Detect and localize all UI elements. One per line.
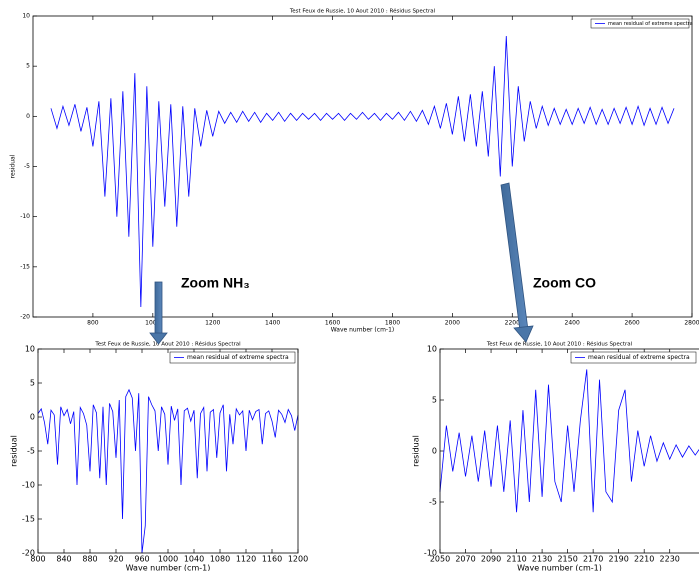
legend-label: mean residual of extreme spectra <box>588 354 690 361</box>
x-tick-label: 2130 <box>532 555 552 564</box>
x-tick-label: 840 <box>56 555 71 564</box>
plot-frame <box>37 348 299 554</box>
x-tick-label: 2200 <box>505 320 520 327</box>
y-tick-label: -10 <box>20 213 30 220</box>
x-tick-label: 1600 <box>325 320 340 327</box>
x-tick-label: 1160 <box>262 555 282 564</box>
x-tick-label: 1200 <box>205 320 220 327</box>
annotation: Zoom CO <box>533 275 596 291</box>
y-tick-label: -10 <box>424 549 437 558</box>
annotation: Zoom NH₃ <box>181 275 250 291</box>
x-tick-label: 1120 <box>236 555 256 564</box>
x-tick-label: 1000 <box>145 320 160 327</box>
arrow-head <box>149 332 168 345</box>
x-tick-label: 2400 <box>565 320 580 327</box>
x-tick-label: 2210 <box>634 555 654 564</box>
legend-box <box>590 18 690 29</box>
data-line <box>37 388 299 554</box>
y-tick-label: -15 <box>20 263 30 270</box>
y-tick-label: 10 <box>22 13 30 20</box>
y-tick-label: 0 <box>432 447 437 456</box>
chart-title: Test Feux de Russie, 10 Aout 2010 : Rési… <box>486 341 633 348</box>
y-tick-label: 0 <box>26 113 30 120</box>
y-tick-label: 0 <box>30 413 35 422</box>
x-tick-label: 2070 <box>455 555 475 564</box>
chart-title: Test Feux de Russie, 10 Aout 2010 : Rési… <box>94 341 241 348</box>
x-axis-label: Wave number (cm-1) <box>517 564 602 571</box>
x-axis-label: Wave number (cm-1) <box>126 564 211 571</box>
y-tick-label: 10 <box>25 345 35 354</box>
plot-frame <box>439 348 699 554</box>
y-tick-label: -10 <box>22 481 35 490</box>
x-tick-label: 800 <box>30 555 45 564</box>
x-tick-label: 2050 <box>430 555 450 564</box>
x-tick-label: 960 <box>134 555 149 564</box>
y-axis-label: residual <box>10 154 17 178</box>
y-tick-label: -5 <box>429 498 437 507</box>
panel: Test Feux de Russie, 10 Aout 2010 : Rési… <box>10 341 309 571</box>
y-tick-label: -20 <box>20 314 30 321</box>
data-line <box>439 369 699 513</box>
legend-label: mean residual of extreme spectra <box>608 21 693 27</box>
x-tick-label: 1040 <box>184 555 204 564</box>
y-tick-label: -20 <box>22 549 35 558</box>
x-tick-label: 2800 <box>684 320 699 327</box>
y-axis-label: residual <box>412 435 421 467</box>
x-tick-label: 2230 <box>660 555 680 564</box>
legend-box <box>570 351 697 364</box>
y-axis-label: residual <box>10 435 19 467</box>
panel: Test Feux de Russie, 10 Aout 2010 : Rési… <box>412 341 699 571</box>
x-tick-label: 880 <box>82 555 97 564</box>
x-tick-label: 2000 <box>445 320 460 327</box>
y-tick-label: -15 <box>22 515 35 524</box>
x-tick-label: 2110 <box>506 555 526 564</box>
arrow <box>154 281 163 335</box>
x-tick-label: 1000 <box>158 555 178 564</box>
arrow <box>500 182 529 332</box>
data-line <box>50 36 675 307</box>
x-tick-label: 1200 <box>288 555 308 564</box>
x-tick-label: 1800 <box>385 320 400 327</box>
x-tick-label: 2190 <box>608 555 628 564</box>
plot-frame <box>32 15 693 318</box>
x-tick-label: 1080 <box>210 555 230 564</box>
y-tick-label: 5 <box>26 63 30 70</box>
x-tick-label: 2170 <box>583 555 603 564</box>
x-tick-label: 920 <box>108 555 123 564</box>
x-tick-label: 1400 <box>265 320 280 327</box>
x-tick-label: 2150 <box>557 555 577 564</box>
x-axis-label: Wave number (cm-1) <box>331 327 395 334</box>
legend-label: mean residual of extreme spectra <box>187 354 289 361</box>
chart-title: Test Feux de Russie, 10 Aout 2010 : Rési… <box>289 8 436 15</box>
legend-box <box>169 351 296 364</box>
x-tick-label: 2600 <box>624 320 639 327</box>
y-tick-label: 5 <box>30 379 35 388</box>
y-tick-label: -5 <box>24 163 30 170</box>
x-tick-label: 800 <box>87 320 99 327</box>
arrow-head <box>513 325 534 343</box>
y-tick-label: 10 <box>427 345 437 354</box>
panel: Test Feux de Russie, 10 Aout 2010 : Rési… <box>10 8 699 334</box>
x-tick-label: 2090 <box>481 555 501 564</box>
y-tick-label: 5 <box>432 396 437 405</box>
y-tick-label: -5 <box>27 447 35 456</box>
